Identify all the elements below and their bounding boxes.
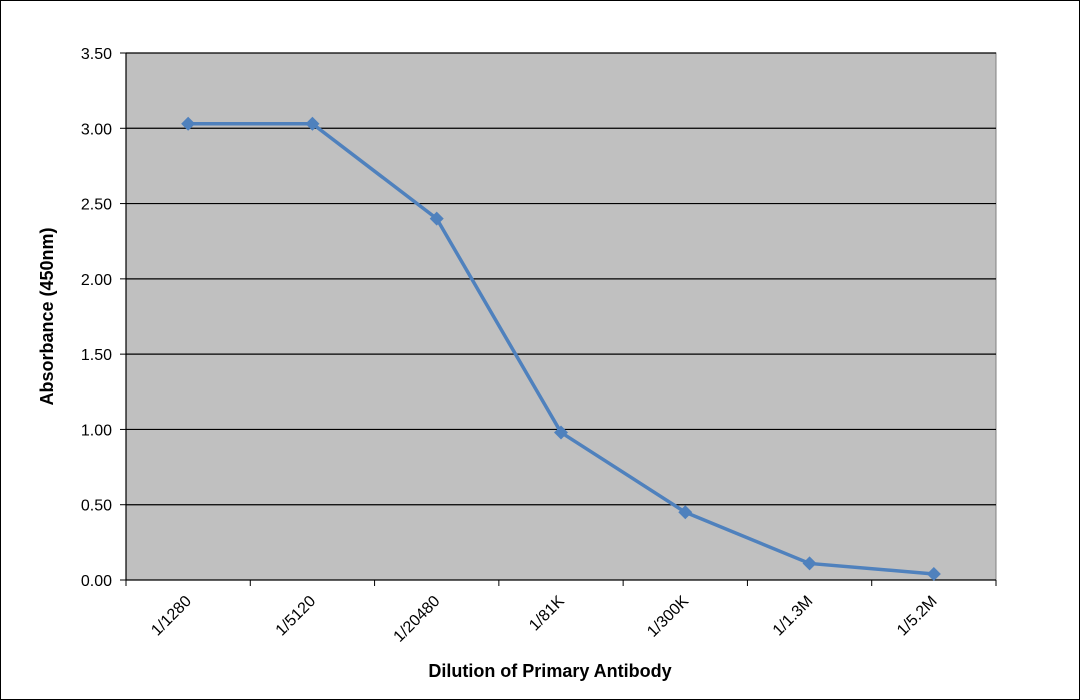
series-group xyxy=(181,116,941,581)
y-tick-label: 3.50 xyxy=(81,46,112,63)
x-tick-labels: 1/1280 1/5120 1/20480 1/81K 1/300K 1/1.3M 1/5.… xyxy=(148,593,940,646)
y-axis-title: Absorbance (450nm) xyxy=(37,227,57,405)
y-tick-label: 3.00 xyxy=(81,121,112,138)
plot-area xyxy=(125,52,997,581)
data-point-marker xyxy=(802,556,817,571)
x-tick-label: 1/81K xyxy=(526,593,568,635)
x-tick-label: 1/300K xyxy=(644,593,692,641)
y-tick-label: 1.50 xyxy=(81,347,112,364)
x-tick-label: 1/5.2M xyxy=(894,593,941,640)
data-point-marker xyxy=(305,116,320,131)
axes xyxy=(120,52,997,586)
y-tick-label: 0.00 xyxy=(81,573,112,590)
y-tick-labels: 0.00 0.50 1.00 1.50 2.00 2.50 3.00 3.50 xyxy=(81,46,112,590)
data-point-marker xyxy=(678,505,693,520)
x-tick-label: 1/20480 xyxy=(391,593,444,646)
data-point-marker xyxy=(181,116,196,131)
y-tick-label: 1.00 xyxy=(81,422,112,439)
data-point-marker xyxy=(429,211,444,226)
gridlines xyxy=(126,52,996,506)
x-tick-label: 1/1280 xyxy=(148,593,195,640)
y-tick-label: 0.50 xyxy=(81,498,112,515)
x-tick-label: 1/1.3M xyxy=(770,593,817,640)
x-tick-label: 1/5120 xyxy=(273,593,320,640)
x-axis-title: Dilution of Primary Antibody xyxy=(428,661,671,681)
y-tick-label: 2.00 xyxy=(81,272,112,289)
data-point-marker xyxy=(554,425,568,440)
y-tick-label: 2.50 xyxy=(81,197,112,214)
data-point-marker xyxy=(926,566,941,581)
